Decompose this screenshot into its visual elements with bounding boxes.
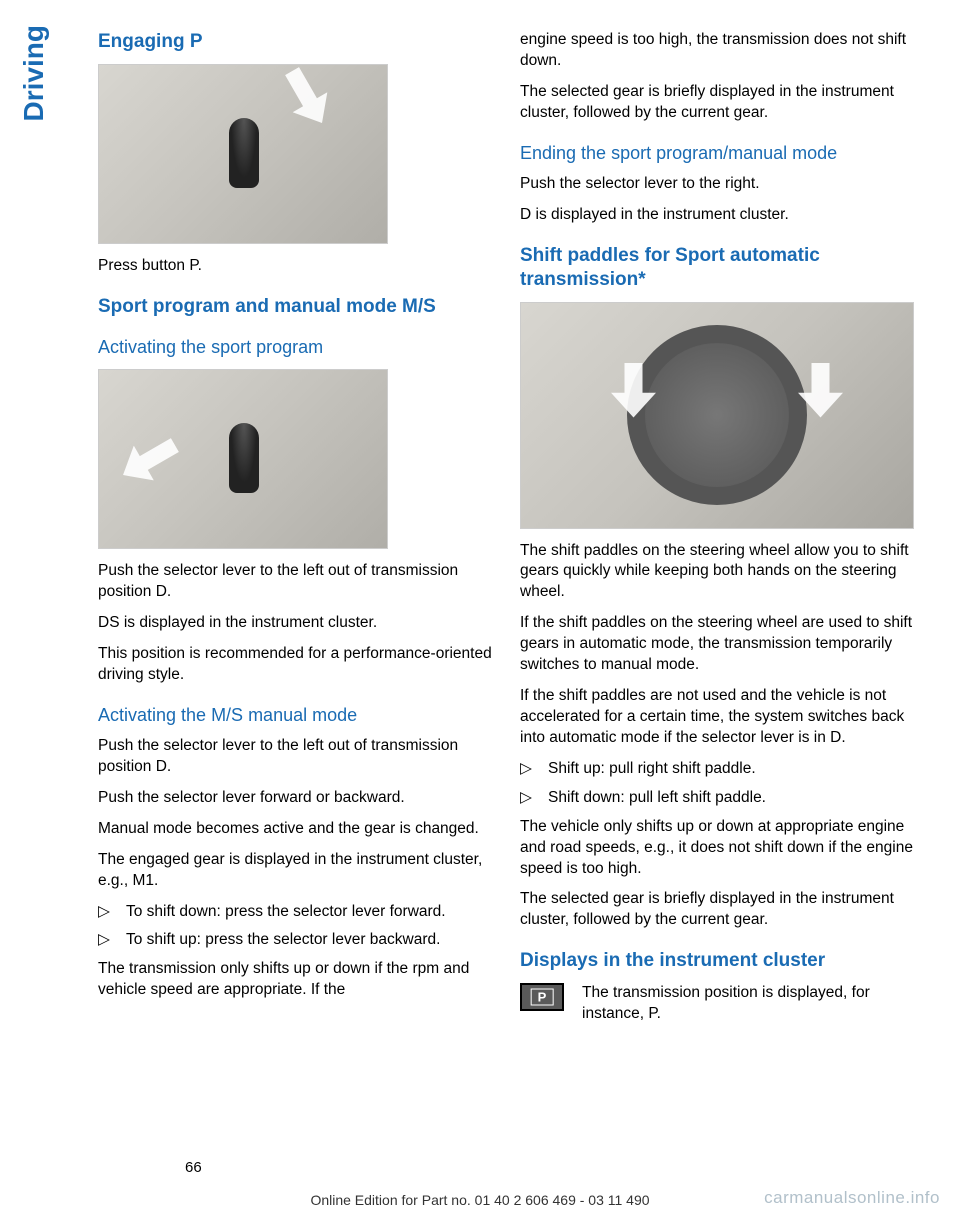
list-marker-icon: ▷ [520,759,548,780]
transmission-p-icon [520,983,564,1011]
subheading-activating-ms: Activating the M/S manual mode [98,704,492,727]
arrow-indicator-icon [113,428,185,493]
body-text: D is displayed in the instrument cluster… [520,205,914,226]
body-text: Push the selector lever forward or backw… [98,788,492,809]
heading-displays: Displays in the instrument cluster [520,949,914,973]
body-text: The selected gear is briefly displayed i… [520,889,914,931]
heading-shift-paddles: Shift paddles for Sport automatic transm… [520,244,914,292]
subheading-activating-sport: Activating the sport program [98,336,492,359]
body-text: The engaged gear is displayed in the ins… [98,850,492,892]
body-text: The vehicle only shifts up or down at ap… [520,817,914,880]
heading-engaging-p: Engaging P [98,30,492,54]
body-text: Push the selector lever to the left out … [98,561,492,603]
body-text: Push the selector lever to the left out … [98,736,492,778]
body-text: The shift paddles on the steering wheel … [520,541,914,604]
body-text: Manual mode becomes active and the gear … [98,819,492,840]
left-column: Engaging P Press button P. Sport program… [98,30,492,1025]
list-marker-icon: ▷ [520,788,548,809]
body-text: The transmission only shifts up or down … [98,959,492,1001]
displays-row: The transmission position is dis­played,… [520,983,914,1025]
side-tab: Driving [18,25,50,121]
right-column: engine speed is too high, the transmissi… [520,30,914,1025]
list-text: Shift up: pull right shift paddle. [548,759,914,780]
body-text: DS is displayed in the instrument cluste… [98,613,492,634]
list-item: ▷ Shift down: pull left shift paddle. [520,788,914,809]
body-text: The transmission position is dis­played,… [582,983,914,1025]
list-text: Shift down: pull left shift paddle. [548,788,914,809]
list-marker-icon: ▷ [98,930,126,951]
arrow-indicator-icon [275,64,340,133]
body-text: This position is recommended for a perfo… [98,644,492,686]
body-text: Press button P. [98,256,492,277]
subheading-ending-sport: Ending the sport program/manual mode [520,142,914,165]
list-text: To shift down: press the selector lever … [126,902,492,923]
footer-text: Online Edition for Part no. 01 40 2 606 … [310,1192,649,1208]
body-text: The selected gear is briefly displayed i… [520,82,914,124]
steering-wheel-graphic [627,325,807,505]
list-item: ▷ To shift down: press the selector leve… [98,902,492,923]
main-content: Engaging P Press button P. Sport program… [98,30,918,1025]
gear-knob-graphic [229,118,259,188]
body-text: If the shift paddles are not used and th… [520,686,914,749]
heading-sport-program: Sport program and manual mode M/S [98,295,492,319]
image-gear-lever-p [98,64,388,244]
body-text: If the shift paddles on the steering whe… [520,613,914,676]
body-text: engine speed is too high, the transmissi… [520,30,914,72]
gear-knob-graphic [229,423,259,493]
image-steering-wheel [520,302,914,529]
watermark: carmanualsonline.info [764,1188,940,1208]
body-text: Push the selector lever to the right. [520,174,914,195]
list-item: ▷ To shift up: press the selector lever … [98,930,492,951]
image-gear-lever-sport [98,369,388,549]
list-item: ▷ Shift up: pull right shift paddle. [520,759,914,780]
list-text: To shift up: press the selector lever ba… [126,930,492,951]
list-marker-icon: ▷ [98,902,126,923]
page-number: 66 [185,1159,202,1176]
